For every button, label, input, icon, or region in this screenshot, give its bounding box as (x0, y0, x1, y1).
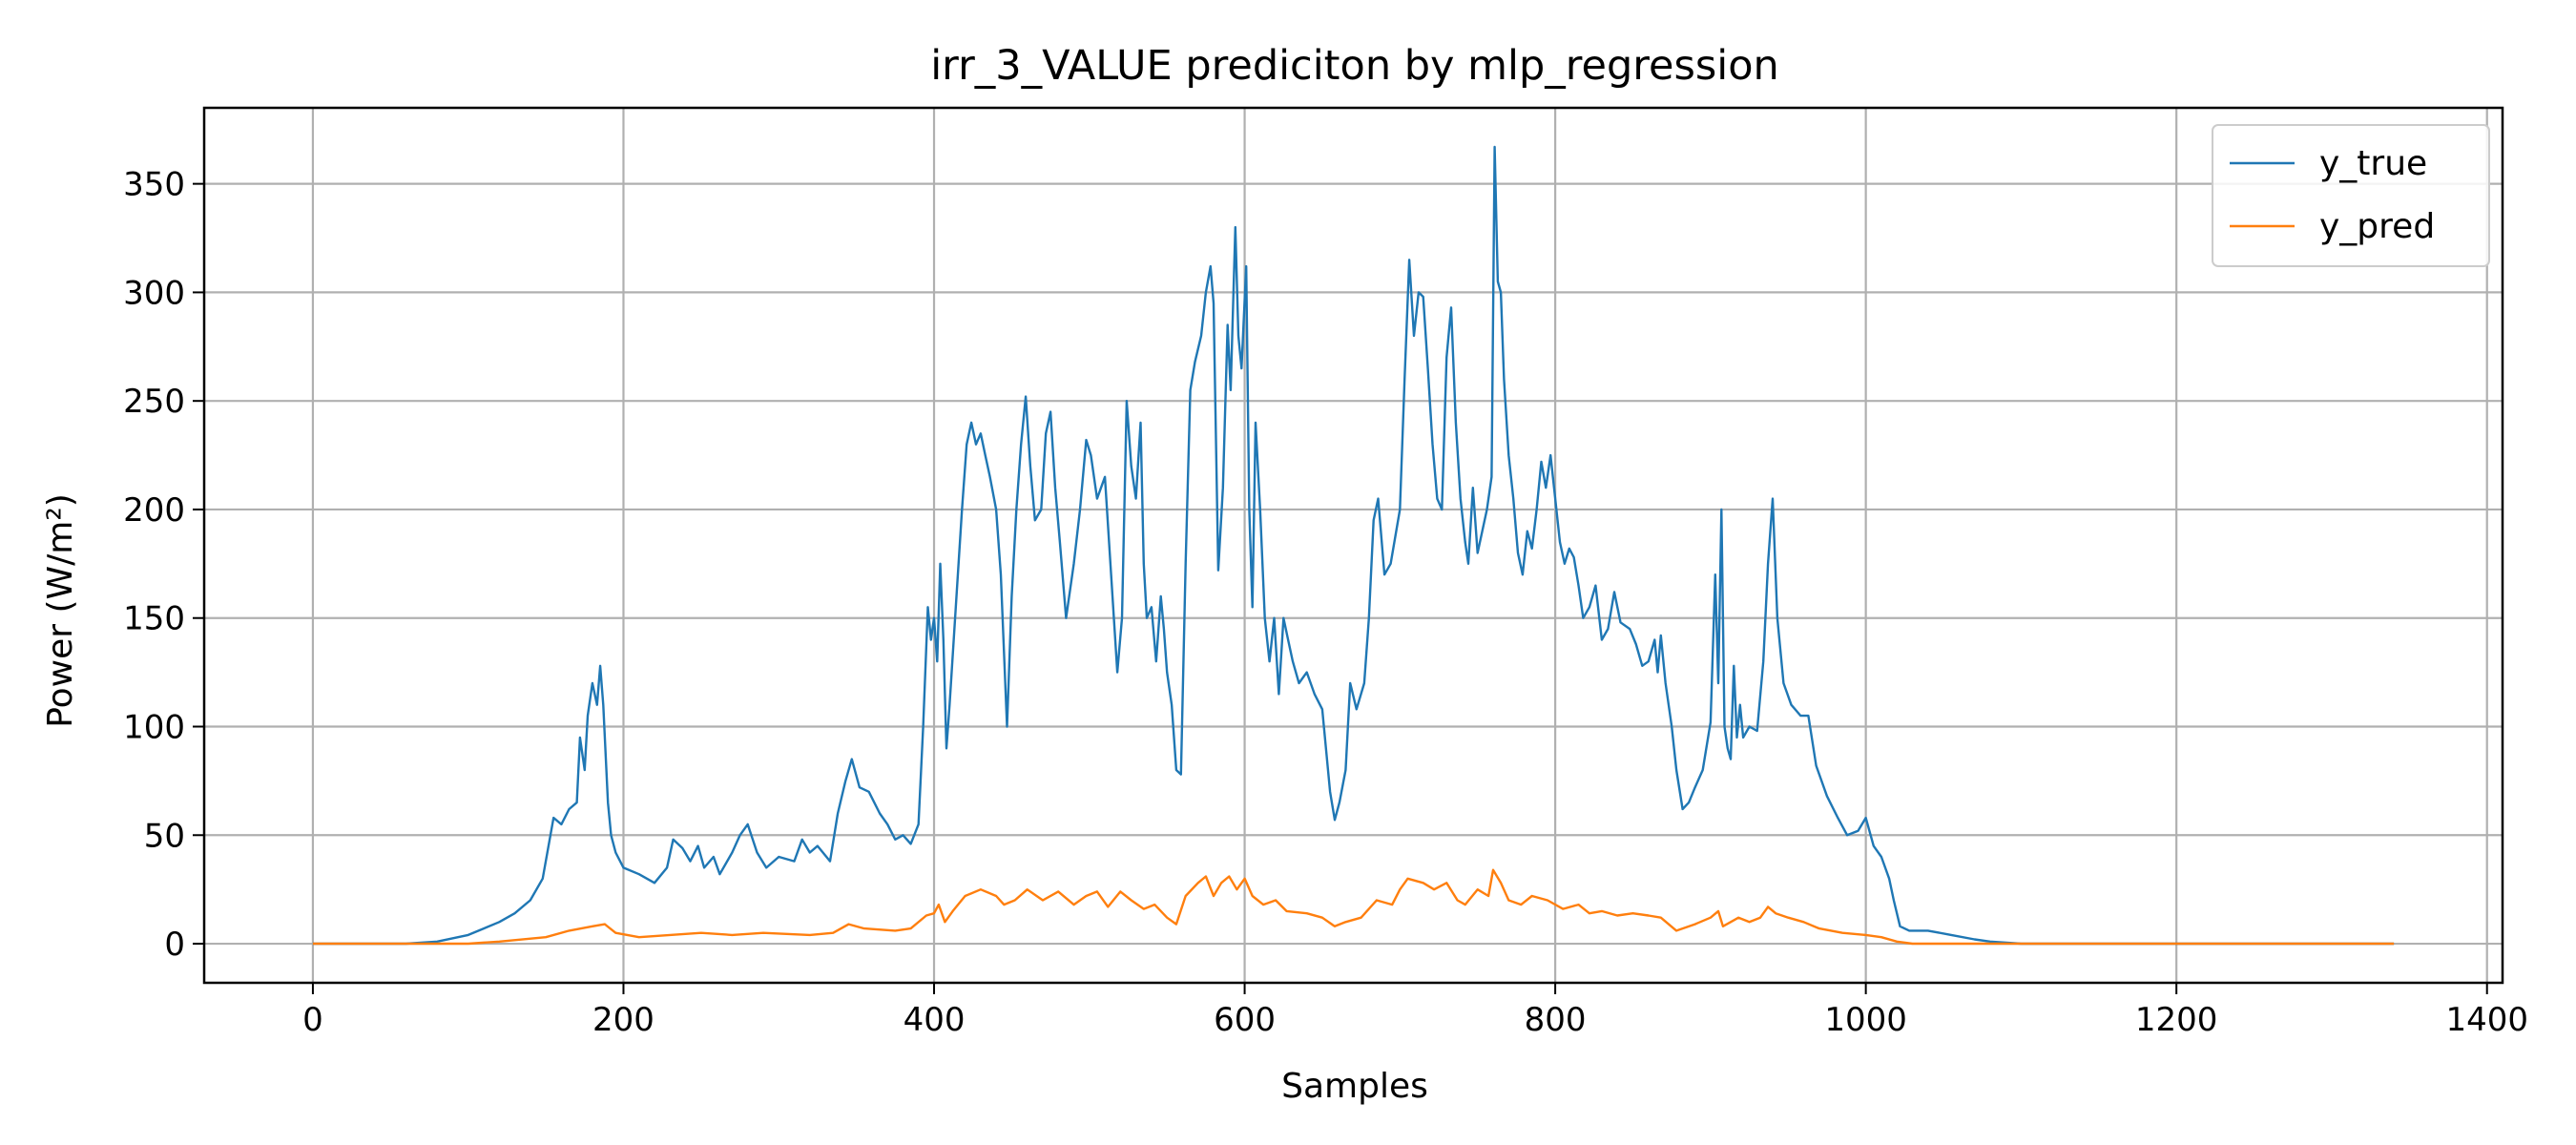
x-tick-label: 600 (1214, 1001, 1276, 1039)
legend-box (2212, 124, 2490, 267)
x-tick-label: 400 (904, 1001, 966, 1039)
x-tick-label: 800 (1525, 1001, 1587, 1039)
x-tick-label: 1000 (1824, 1001, 1907, 1039)
x-tick-label: 0 (302, 1001, 323, 1039)
plot-frame (202, 106, 2504, 985)
y-tick-label: 150 (123, 600, 185, 638)
y-tick-label: 50 (144, 817, 185, 855)
y-tick-label: 250 (123, 383, 185, 421)
y-tick-label: 200 (123, 491, 185, 530)
x-tick-label: 1400 (2445, 1001, 2528, 1039)
y-tick-label: 100 (123, 708, 185, 746)
ticks: 0 200 400 600 800 1000 1200 1400 0 50 100 150 200 250… (123, 166, 2528, 1039)
y-tick-label: 0 (164, 926, 185, 964)
series-line-y-pred (312, 868, 2395, 946)
y-axis-label: Power (W/m²) (41, 493, 80, 728)
legend: y_true y_pred (2212, 124, 2490, 267)
legend-label: y_pred (2319, 207, 2435, 246)
chart-title: irr_3_VALUE prediciton by mlp_regression (930, 42, 1779, 90)
x-tick-label: 1200 (2135, 1001, 2218, 1039)
x-tick-label: 200 (592, 1001, 654, 1039)
y-tick-label: 350 (123, 166, 185, 204)
plot-lines (312, 145, 2395, 946)
y-tick-label: 300 (123, 274, 185, 312)
legend-label: y_true (2319, 144, 2427, 183)
x-axis-label: Samples (1281, 1067, 1428, 1106)
series-line-y-true (312, 145, 2395, 946)
